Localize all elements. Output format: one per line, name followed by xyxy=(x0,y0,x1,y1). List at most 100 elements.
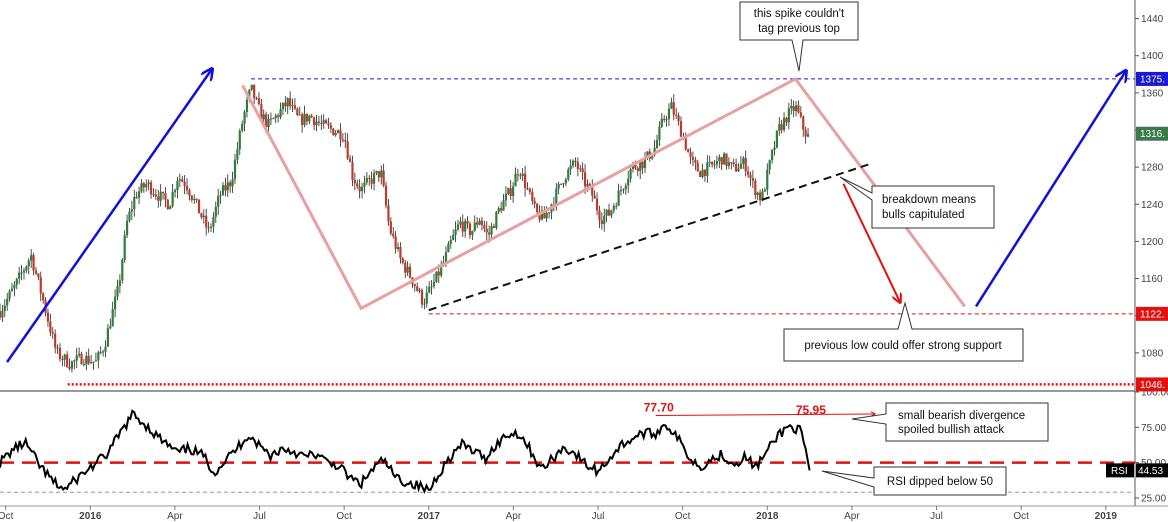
candle-body xyxy=(634,164,637,169)
candle-body xyxy=(557,184,560,189)
candle-body xyxy=(61,358,64,360)
candle-body xyxy=(10,288,14,292)
candle-body xyxy=(624,185,627,190)
callout-divergence: small bearish divergence spoiled bullish… xyxy=(851,402,1049,442)
candle-body xyxy=(521,173,524,176)
candle-body xyxy=(646,151,649,158)
candle-body xyxy=(212,216,215,227)
candle-body xyxy=(766,169,769,190)
candle-body xyxy=(600,220,603,225)
rsi-tick-label: 100.00 xyxy=(1141,388,1168,399)
candle-body xyxy=(538,212,541,220)
candle-body xyxy=(200,213,203,218)
candle-body xyxy=(308,115,311,122)
candle-body xyxy=(718,157,721,161)
candle-body xyxy=(315,121,318,126)
candle-body xyxy=(305,113,309,122)
candle-body xyxy=(507,188,510,194)
candle-body xyxy=(454,229,457,235)
candle-body xyxy=(775,130,778,148)
candle-body xyxy=(658,126,661,141)
candle-body xyxy=(255,98,258,100)
time-tick-label: Oct xyxy=(675,511,691,522)
time-tick-label: 2016 xyxy=(79,511,102,522)
candle-body xyxy=(531,191,534,201)
candle-body xyxy=(137,191,141,198)
candle-body xyxy=(619,190,623,192)
candle-body xyxy=(528,188,532,192)
candle-body xyxy=(747,171,750,175)
candle-body xyxy=(778,124,781,131)
candle-body xyxy=(675,114,678,116)
svg-text:1375.: 1375. xyxy=(1140,74,1165,85)
candle-body xyxy=(303,113,306,125)
candle-body xyxy=(85,355,88,365)
time-tick-label: Oct xyxy=(336,511,352,522)
candle-body xyxy=(483,225,486,229)
candle-body xyxy=(595,198,599,211)
candle-body xyxy=(298,114,301,116)
candle-body xyxy=(58,348,62,359)
candle-body xyxy=(780,124,783,130)
svg-text:1122.: 1122. xyxy=(1140,309,1164,320)
candle-body xyxy=(135,196,138,198)
candle-body xyxy=(524,173,527,189)
candle-body xyxy=(245,99,249,112)
low-tag: 1046. xyxy=(1136,377,1168,392)
rsi-peak-label-1: 77.70 xyxy=(644,400,674,414)
candle-body xyxy=(20,272,23,274)
candle-body xyxy=(73,360,76,362)
candle-body xyxy=(610,210,613,216)
candle-body xyxy=(744,157,747,172)
candle-body xyxy=(94,360,98,362)
candle-body xyxy=(253,84,256,99)
candle-body xyxy=(159,191,162,201)
candle-body xyxy=(435,271,438,282)
candle-body xyxy=(37,273,40,278)
candle-body xyxy=(178,179,181,181)
candle-body xyxy=(586,184,589,187)
candle-body xyxy=(46,312,50,322)
svg-text:44.53: 44.53 xyxy=(1138,466,1163,477)
candle-body xyxy=(768,160,771,170)
candle-body xyxy=(739,163,743,169)
candle-body xyxy=(152,194,155,196)
candle-body xyxy=(799,112,802,117)
callout-spike-line1: this spike couldn't xyxy=(754,8,845,20)
candle-body xyxy=(63,354,66,360)
candle-body xyxy=(75,355,78,361)
candle-body xyxy=(562,183,565,185)
candle-body xyxy=(173,190,177,192)
candle-body xyxy=(320,123,323,125)
svg-text:1046.: 1046. xyxy=(1140,380,1165,391)
candle-body xyxy=(121,259,124,281)
callout-divergence-line1: small bearish divergence xyxy=(898,410,1025,422)
candle-body xyxy=(399,246,402,259)
candle-body xyxy=(262,114,265,120)
candle-body xyxy=(581,168,584,173)
candle-body xyxy=(109,326,112,329)
svg-text:RSI: RSI xyxy=(1111,466,1128,477)
candle-body xyxy=(792,106,795,112)
candle-body xyxy=(171,191,174,207)
candle-body xyxy=(703,169,707,176)
rsi-tag: RSI 44.53 xyxy=(1106,463,1168,478)
candle-body xyxy=(802,116,805,130)
candle-body xyxy=(296,108,299,116)
candle-body xyxy=(758,192,762,201)
price-tick-label: 1360 xyxy=(1141,88,1164,99)
price-axis-ticks: 1080 1160 1200 1240 1280 1360 1400 1440 xyxy=(1135,14,1164,359)
candle-body xyxy=(185,186,189,191)
candle-body xyxy=(80,353,83,365)
candle-body xyxy=(720,157,723,165)
candle-body xyxy=(519,175,522,177)
candle-body xyxy=(564,179,567,184)
candle-body xyxy=(195,198,198,200)
candle-body xyxy=(348,158,352,163)
candle-body xyxy=(370,178,373,184)
candle-body xyxy=(502,200,505,211)
candle-body xyxy=(183,181,186,187)
candle-body xyxy=(660,118,663,127)
time-tick-label: 2017 xyxy=(418,511,441,522)
